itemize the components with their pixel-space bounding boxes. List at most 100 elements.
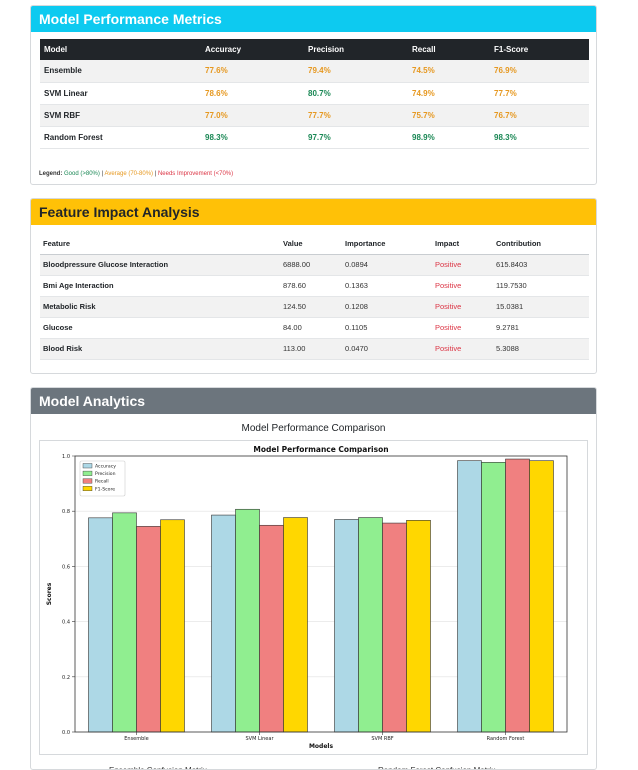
y-tick-label: 0.6 (62, 564, 70, 570)
precision-cell: 80.7% (304, 82, 408, 105)
bar-f1-score (406, 520, 431, 733)
feature-importance-cell: 0.1105 (342, 317, 432, 339)
metrics-table: Model Accuracy Precision Recall F1-Score… (40, 39, 589, 149)
col-header-contribution: Contribution (493, 233, 589, 255)
feature-importance-cell: 0.1363 (342, 275, 432, 297)
accuracy-cell: 77.6% (201, 60, 304, 83)
feature-feature-cell: Bloodpressure Glucose Interaction (40, 254, 280, 276)
bar-precision (358, 517, 383, 733)
feature-value-cell: 6888.00 (280, 254, 342, 276)
feature-impact-cell: Positive (432, 296, 493, 318)
analytics-card-header: Model Analytics (31, 388, 596, 414)
feature-value-cell: 124.50 (280, 296, 342, 318)
col-header-accuracy: Accuracy (201, 39, 304, 60)
features-table: Feature Value Importance Impact Contribu… (40, 233, 589, 360)
precision-cell: 97.7% (304, 126, 408, 149)
feature-contribution-cell: 119.7530 (493, 275, 589, 297)
accuracy-cell: 98.3% (201, 126, 304, 149)
x-axis-label: Models (309, 743, 334, 750)
bar-recall (136, 526, 161, 733)
feature-feature-cell: Metabolic Risk (40, 296, 280, 318)
legend-separator: | (153, 171, 158, 177)
bar-precision (112, 512, 137, 733)
precision-cell: 77.7% (304, 104, 408, 127)
col-header-precision: Precision (304, 39, 408, 60)
f1-cell: 98.3% (490, 126, 589, 149)
feature-row: Glucose 84.00 0.1105 Positive 9.2781 (40, 317, 589, 339)
x-tick-label: SVM RBF (371, 736, 393, 742)
performance-chart-container: Model Performance Comparison 0.0 0.2 0.4 0.6… (39, 440, 588, 755)
features-card-title: Feature Impact Analysis (39, 204, 200, 220)
features-card-header: Feature Impact Analysis (31, 199, 596, 225)
legend-needs-improvement: Needs Improvement (<70%) (157, 171, 234, 177)
legend-swatch (82, 486, 93, 491)
bar-f1-score (160, 519, 185, 733)
features-header-row: Feature Value Importance Impact Contribu… (40, 233, 589, 255)
legend-label: Recall (95, 479, 109, 485)
random-forest-confusion-matrix-heading: Random Forest Confusion Matrix (378, 766, 495, 769)
metrics-row: Random Forest 98.3% 97.7% 98.9% 98.3% (40, 126, 589, 149)
feature-importance-cell: 0.1208 (342, 296, 432, 318)
bar-accuracy (334, 519, 359, 733)
model-name-cell: Ensemble (40, 60, 201, 83)
col-header-value: Value (280, 233, 342, 255)
feature-row: Bloodpressure Glucose Interaction 6888.00… (40, 254, 589, 276)
y-tick-label: 0.8 (62, 509, 70, 515)
feature-value-cell: 113.00 (280, 338, 342, 360)
legend-label: Legend: (39, 171, 63, 177)
bar-recall (259, 524, 284, 733)
y-tick-label: 0.4 (62, 620, 70, 626)
y-tick-label: 0.2 (62, 675, 70, 681)
bar-accuracy (457, 460, 482, 733)
features-table-body: Bloodpressure Glucose Interaction 6888.00… (40, 254, 589, 360)
feature-contribution-cell: 5.3088 (493, 338, 589, 360)
y-axis-label: Scores (46, 582, 53, 605)
bar-accuracy (88, 517, 113, 733)
feature-impact-cell: Positive (432, 338, 493, 360)
model-performance-metrics-card: Model Performance Metrics Model Accuracy… (30, 5, 597, 185)
recall-cell: 74.5% (408, 60, 490, 83)
ensemble-confusion-matrix-heading: Ensemble Confusion Matrix (109, 766, 207, 769)
feature-impact-cell: Positive (432, 317, 493, 339)
metrics-legend: Legend: Good (>80%) | Average (70-80%) |… (39, 171, 233, 177)
col-header-importance: Importance (342, 233, 432, 255)
recall-cell: 98.9% (408, 126, 490, 149)
legend-label: Accuracy (95, 464, 116, 470)
f1-cell: 76.7% (490, 104, 589, 127)
y-tick-label: 0.0 (62, 730, 70, 736)
model-name-cell: SVM RBF (40, 104, 201, 127)
x-tick-label: Random Forest (487, 736, 525, 742)
f1-cell: 76.9% (490, 60, 589, 83)
col-header-recall: Recall (408, 39, 490, 60)
col-header-feature: Feature (40, 233, 280, 255)
legend-swatch (82, 478, 93, 484)
col-header-f1: F1-Score (490, 39, 589, 60)
feature-impact-cell: Positive (432, 275, 493, 297)
metrics-row: SVM RBF 77.0% 77.7% 75.7% 76.7% (40, 104, 589, 127)
legend-good: Good (>80%) (64, 171, 100, 177)
legend-label: Precision (95, 471, 116, 477)
metrics-table-wrapper: Model Accuracy Precision Recall F1-Score… (40, 39, 589, 149)
bar-recall (382, 522, 407, 733)
bar-f1-score (283, 517, 308, 733)
feature-importance-cell: 0.0470 (342, 338, 432, 360)
model-name-cell: SVM Linear (40, 82, 201, 105)
analytics-card-title: Model Analytics (39, 393, 146, 409)
feature-value-cell: 84.00 (280, 317, 342, 339)
legend-separator: | (99, 171, 105, 177)
chart-title: Model Performance Comparison (253, 445, 388, 454)
metrics-row: SVM Linear 78.6% 80.7% 74.9% 77.7% (40, 82, 589, 105)
accuracy-cell: 78.6% (201, 82, 304, 105)
f1-cell: 77.7% (490, 82, 589, 105)
feature-value-cell: 878.60 (280, 275, 342, 297)
recall-cell: 74.9% (408, 82, 490, 105)
feature-importance-cell: 0.0894 (342, 254, 432, 276)
col-header-impact: Impact (432, 233, 493, 255)
legend-swatch (82, 463, 93, 469)
accuracy-cell: 77.0% (201, 104, 304, 127)
feature-contribution-cell: 615.8403 (493, 254, 589, 276)
features-table-wrapper: Feature Value Importance Impact Contribu… (40, 233, 589, 360)
precision-cell: 79.4% (304, 60, 408, 83)
bar-recall (505, 458, 530, 733)
legend-label: F1-Score (95, 486, 115, 492)
